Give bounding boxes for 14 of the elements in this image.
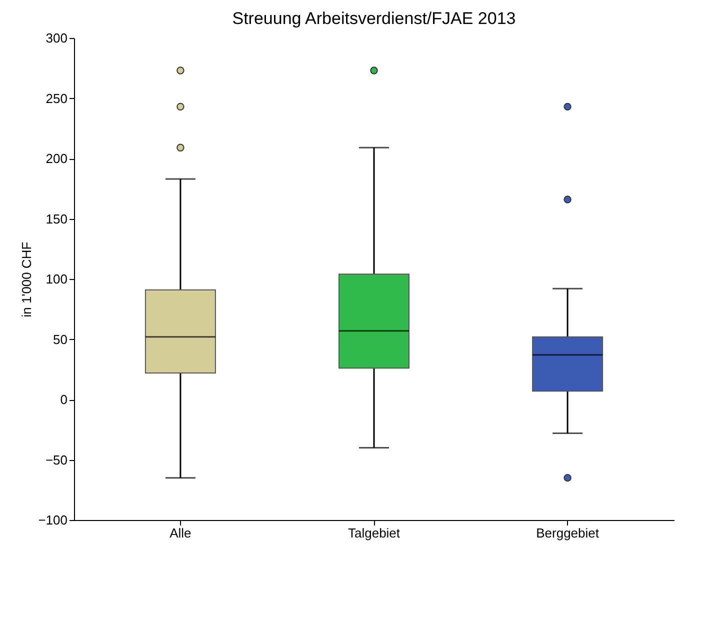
y-tick-label: −100 <box>38 512 68 528</box>
y-tick-label: 250 <box>46 90 68 106</box>
y-axis-title: in 1'000 CHF <box>19 242 34 318</box>
y-tick-label: 150 <box>46 211 68 226</box>
y-tick-label: 100 <box>46 272 68 286</box>
y-tick-label: 200 <box>46 151 68 166</box>
y-tick-label: 0 <box>60 392 68 407</box>
x-tick-label: Alle <box>170 526 192 540</box>
chart-title: Streuung Arbeitsverdienst/FJAE 2013 <box>232 9 516 28</box>
y-tick-label: −50 <box>45 452 68 468</box>
y-tick-label: 50 <box>53 332 68 347</box>
x-tick-label: Talgebiet <box>348 526 400 540</box>
y-tick-label: 300 <box>46 30 68 46</box>
x-tick-label: Berggebiet <box>536 526 600 540</box>
